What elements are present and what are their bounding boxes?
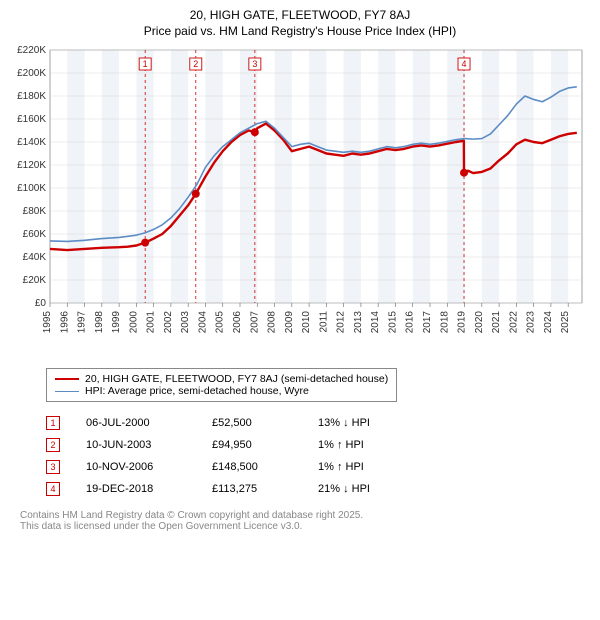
sales-row: 2 10-JUN-2003 £94,950 1% ↑ HPI — [46, 434, 590, 456]
svg-text:2008: 2008 — [267, 311, 278, 334]
svg-text:£220K: £220K — [17, 45, 46, 56]
svg-text:£60K: £60K — [23, 229, 47, 240]
svg-text:2001: 2001 — [146, 311, 157, 334]
chart-title: 20, HIGH GATE, FLEETWOOD, FY7 8AJ — [10, 8, 590, 22]
chart-container: 20, HIGH GATE, FLEETWOOD, FY7 8AJ Price … — [0, 0, 600, 540]
legend-label: HPI: Average price, semi-detached house,… — [85, 385, 309, 397]
svg-text:£0: £0 — [35, 298, 47, 309]
sale-price: £52,500 — [212, 417, 292, 429]
svg-text:2006: 2006 — [232, 311, 243, 334]
sale-date: 10-NOV-2006 — [86, 461, 186, 473]
sale-date: 19-DEC-2018 — [86, 483, 186, 495]
footer-line2: This data is licensed under the Open Gov… — [20, 521, 590, 532]
svg-text:2011: 2011 — [318, 311, 329, 333]
svg-text:£140K: £140K — [17, 137, 46, 148]
sales-table: 1 06-JUL-2000 £52,500 13% ↓ HPI 2 10-JUN-2003… — [46, 412, 590, 500]
legend-item: 20, HIGH GATE, FLEETWOOD, FY7 8AJ (semi-… — [55, 373, 388, 385]
svg-text:2014: 2014 — [370, 311, 381, 334]
svg-text:2015: 2015 — [387, 311, 398, 334]
sale-hpi: 21% ↓ HPI — [318, 483, 408, 495]
svg-text:£40K: £40K — [23, 252, 47, 263]
sale-hpi: 1% ↑ HPI — [318, 439, 408, 451]
sales-row: 4 19-DEC-2018 £113,275 21% ↓ HPI — [46, 478, 590, 500]
svg-text:2016: 2016 — [405, 311, 416, 334]
svg-text:2005: 2005 — [215, 311, 226, 334]
sales-row: 3 10-NOV-2006 £148,500 1% ↑ HPI — [46, 456, 590, 478]
svg-text:2025: 2025 — [560, 311, 571, 334]
svg-text:2007: 2007 — [249, 311, 260, 334]
svg-text:£120K: £120K — [17, 160, 46, 171]
svg-text:2023: 2023 — [526, 311, 537, 334]
svg-text:2019: 2019 — [457, 311, 468, 334]
svg-text:1999: 1999 — [111, 311, 122, 334]
chart-plot: £0 £20K £40K £60K £80K £100K £120K £140K £160K £1… — [10, 44, 590, 344]
svg-text:£160K: £160K — [17, 114, 46, 125]
sale-marker-box: 2 — [46, 438, 60, 452]
svg-text:2002: 2002 — [163, 311, 174, 334]
legend-swatch — [55, 391, 79, 392]
svg-text:2010: 2010 — [301, 311, 312, 334]
legend-swatch — [55, 378, 79, 380]
footer-note: Contains HM Land Registry data © Crown c… — [20, 510, 590, 532]
svg-text:1995: 1995 — [42, 311, 53, 334]
svg-text:2004: 2004 — [197, 311, 208, 334]
svg-text:2003: 2003 — [180, 311, 191, 334]
chart-subtitle: Price paid vs. HM Land Registry's House … — [10, 24, 590, 38]
svg-text:2017: 2017 — [422, 311, 433, 334]
sale-marker-box: 4 — [46, 482, 60, 496]
svg-text:2009: 2009 — [284, 311, 295, 334]
svg-text:2000: 2000 — [128, 311, 139, 334]
svg-text:2020: 2020 — [474, 311, 485, 334]
svg-text:£200K: £200K — [17, 68, 46, 79]
svg-text:1996: 1996 — [59, 311, 70, 334]
chart-svg: £0 £20K £40K £60K £80K £100K £120K £140K £160K £1… — [10, 44, 588, 339]
sale-marker-box: 1 — [46, 416, 60, 430]
svg-text:2022: 2022 — [508, 311, 519, 334]
svg-text:2024: 2024 — [543, 311, 554, 334]
svg-text:2013: 2013 — [353, 311, 364, 334]
svg-text:2018: 2018 — [439, 311, 450, 334]
svg-text:£20K: £20K — [23, 275, 47, 286]
sales-row: 1 06-JUL-2000 £52,500 13% ↓ HPI — [46, 412, 590, 434]
sale-price: £94,950 — [212, 439, 292, 451]
svg-text:2012: 2012 — [336, 311, 347, 334]
sale-hpi: 13% ↓ HPI — [318, 417, 408, 429]
sale-marker-box: 3 — [46, 460, 60, 474]
footer-line1: Contains HM Land Registry data © Crown c… — [20, 510, 590, 521]
sale-price: £148,500 — [212, 461, 292, 473]
svg-text:£180K: £180K — [17, 91, 46, 102]
svg-text:1998: 1998 — [94, 311, 105, 334]
legend: 20, HIGH GATE, FLEETWOOD, FY7 8AJ (semi-… — [46, 368, 397, 402]
svg-text:2021: 2021 — [491, 311, 502, 334]
sale-date: 10-JUN-2003 — [86, 439, 186, 451]
title-block: 20, HIGH GATE, FLEETWOOD, FY7 8AJ Price … — [10, 8, 590, 38]
svg-text:4: 4 — [462, 59, 467, 69]
svg-text:2: 2 — [193, 59, 198, 69]
svg-text:3: 3 — [252, 59, 257, 69]
sale-date: 06-JUL-2000 — [86, 417, 186, 429]
legend-item: HPI: Average price, semi-detached house,… — [55, 385, 388, 397]
sale-hpi: 1% ↑ HPI — [318, 461, 408, 473]
svg-text:1: 1 — [143, 59, 148, 69]
svg-text:1997: 1997 — [77, 311, 88, 334]
sale-price: £113,275 — [212, 483, 292, 495]
svg-text:£100K: £100K — [17, 183, 46, 194]
legend-label: 20, HIGH GATE, FLEETWOOD, FY7 8AJ (semi-… — [85, 373, 388, 385]
svg-text:£80K: £80K — [23, 206, 47, 217]
